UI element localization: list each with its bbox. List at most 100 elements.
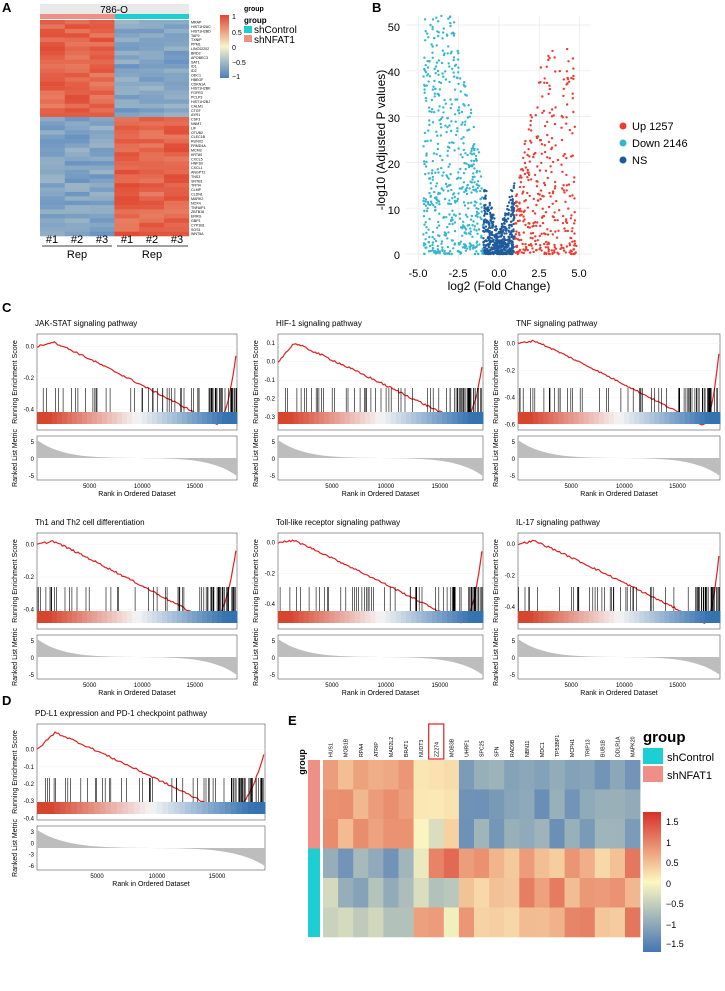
volcano-point-ns — [495, 235, 499, 239]
gsea-rank-strip — [232, 611, 238, 623]
gsea-rank-strip — [354, 412, 361, 424]
gsea-rank-strip — [37, 412, 43, 424]
volcano-point-down — [423, 209, 426, 213]
volcano-point-down — [475, 250, 478, 253]
volcano-point-up — [518, 239, 521, 242]
gsea-metric-tick: 5 — [31, 639, 35, 645]
volcano-point-up — [535, 224, 538, 228]
gsea-panel: IL-17 signaling pathway0.0-0.2-0.4Runnin… — [493, 518, 721, 697]
heatmap-e-cell — [519, 819, 535, 849]
heatmap-a-cell — [64, 134, 90, 140]
volcano-point-down — [433, 111, 436, 114]
volcano-point-down — [441, 31, 445, 34]
heatmap-e-gene-label: UHRF1 — [464, 740, 470, 757]
gsea-rank-strip — [329, 412, 335, 424]
heatmap-e-legend-swatch-shcontrol — [643, 748, 663, 764]
heatmap-a-cell — [164, 20, 190, 25]
volcano-point-down — [437, 224, 441, 227]
gsea-rank-strip — [190, 802, 198, 814]
volcano-point-up — [541, 95, 544, 98]
volcano-point-down — [428, 244, 432, 248]
gsea-rank-strip — [133, 802, 141, 814]
gsea-rank-strip — [116, 802, 123, 814]
volcano-point-ns — [512, 219, 515, 222]
gsea-rank-strip — [127, 412, 133, 424]
heatmap-e-cell — [338, 878, 354, 908]
heatmap-a-cell — [164, 46, 190, 52]
gsea-rank-strip — [603, 412, 610, 424]
volcano-point-down — [461, 156, 464, 159]
heatmap-a-cell — [89, 116, 115, 122]
volcano-point-down — [424, 238, 427, 241]
heatmap-a-cell — [139, 147, 165, 153]
gsea-rank-strip — [293, 611, 299, 623]
heatmap-a-cell — [89, 213, 115, 219]
panel-label-b: B — [372, 0, 381, 15]
gsea-rank-strip — [42, 412, 48, 424]
volcano-point-down — [449, 219, 453, 222]
heatmap-a-cell — [139, 139, 165, 144]
heatmap-a-col-5: #2 — [146, 234, 158, 246]
volcano-point-up — [536, 192, 540, 196]
volcano-point-down — [433, 79, 436, 83]
volcano-point-down — [431, 230, 435, 234]
heatmap-a-cell — [164, 139, 190, 144]
heatmap-e-cell — [474, 760, 490, 790]
heatmap-e-gene-label: MOB3B — [449, 738, 455, 757]
volcano-point-up — [571, 97, 574, 100]
volcano-point-up — [560, 138, 564, 142]
gsea-rank-strip — [385, 611, 392, 623]
volcano-point-down — [444, 102, 447, 105]
volcano-point-down — [452, 21, 456, 24]
volcano-point-down — [425, 231, 428, 234]
gsea-rank-strip — [278, 611, 284, 623]
volcano-point-down — [462, 142, 465, 145]
gsea-rank-strip — [57, 412, 63, 424]
gsea-rank-strip — [172, 611, 178, 623]
volcano-point-down — [444, 78, 448, 81]
volcano-point-down — [438, 252, 441, 255]
gene-label: KRT80 — [191, 153, 202, 157]
gsea-xtick: 15000 — [669, 683, 686, 689]
volcano-point-down — [440, 166, 443, 170]
volcano-point-ns — [512, 230, 515, 233]
volcano-point-down — [473, 252, 477, 256]
volcano-point-down — [464, 213, 468, 216]
gene-label: ID1 — [191, 65, 197, 69]
volcano-point-down — [464, 228, 468, 231]
gsea-rank-strip — [147, 611, 153, 623]
volcano-point-down — [425, 32, 429, 35]
volcano-point-up — [531, 237, 534, 240]
gsea-rank-strip — [523, 412, 529, 424]
gsea-rank-strip — [87, 611, 93, 623]
volcano-point-up — [541, 221, 545, 225]
heatmap-a-cell — [64, 28, 90, 34]
heatmap-a-tick-neg0.5: −0.5 — [232, 60, 246, 67]
heatmap-a-cell — [114, 139, 140, 144]
heatmap-a-cell — [89, 231, 115, 237]
volcano-point-ns — [484, 225, 488, 228]
volcano-point-down — [456, 130, 459, 133]
gsea-metric-tick: -5 — [29, 474, 35, 480]
volcano-point-down — [424, 140, 427, 143]
volcano-point-up — [546, 120, 549, 124]
volcano-point-down — [462, 225, 466, 228]
gsea-rank-strip — [185, 802, 192, 814]
volcano-point-ns — [512, 203, 515, 206]
volcano-point-down — [442, 216, 445, 219]
volcano-point-up — [551, 233, 554, 236]
gene-label: TAF9 — [191, 34, 200, 38]
volcano-point-up — [546, 156, 549, 159]
volcano-point-down — [441, 72, 444, 75]
gsea-rank-strip — [533, 412, 539, 424]
heatmap-a-cell — [64, 178, 90, 184]
volcano-point-down — [438, 212, 441, 215]
heatmap-e-gene-label: ATRIP — [374, 742, 380, 757]
volcano-point-up — [572, 74, 575, 78]
volcano-point-down — [423, 131, 427, 135]
volcano-point-down — [451, 197, 454, 200]
heatmap-e-cell — [564, 789, 580, 820]
volcano-point-down — [441, 158, 444, 162]
volcano-point-ns — [506, 208, 509, 211]
volcano-point-ns — [507, 212, 510, 215]
